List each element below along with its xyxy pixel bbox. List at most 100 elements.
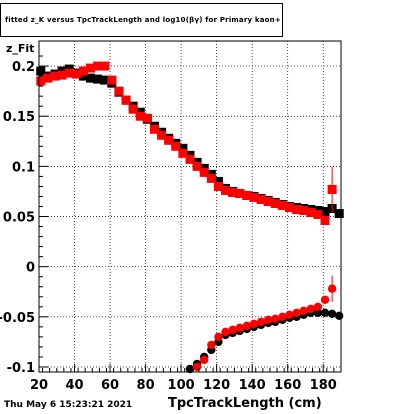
- data-point-square: [292, 205, 302, 215]
- data-point-square: [306, 208, 316, 218]
- data-point-circle: [285, 310, 294, 320]
- y-tick-label: -0.05: [0, 311, 35, 326]
- y-tick-label: -0.1: [7, 361, 35, 376]
- data-point-square: [78, 66, 88, 76]
- data-point-square: [313, 210, 323, 220]
- data-point-circle: [278, 312, 287, 322]
- data-point-square: [43, 73, 53, 83]
- y-axis-title: z_Fit: [6, 42, 35, 55]
- x-tick-label: 140: [239, 378, 266, 393]
- data-point-square: [142, 113, 152, 123]
- data-point-square: [320, 207, 330, 217]
- data-point-circle: [200, 355, 209, 365]
- data-point-square: [36, 76, 46, 86]
- x-tick-label: 160: [274, 378, 301, 393]
- data-point-circle: [327, 309, 337, 319]
- data-point-circle: [299, 306, 308, 316]
- chart-title: fitted z_K versus TpcTrackLength and log…: [5, 16, 281, 24]
- series-0: [36, 64, 344, 219]
- data-point-square: [299, 206, 309, 216]
- data-point-square: [86, 63, 96, 73]
- data-point-square: [263, 196, 273, 206]
- data-series: [36, 61, 344, 374]
- data-point-square: [57, 70, 67, 80]
- data-point-square: [334, 209, 344, 219]
- data-point-square: [221, 185, 231, 195]
- axis-ticks: 20 40 60 80 100 120 140 160 180 -0.1 -0.05 0 0.05 0.1…: [0, 55, 337, 393]
- data-point-square: [86, 73, 96, 83]
- data-point-square: [270, 198, 280, 208]
- data-point-square: [93, 74, 103, 84]
- data-point-square: [235, 188, 245, 198]
- data-point-square: [107, 75, 117, 85]
- data-point-square: [36, 66, 46, 76]
- data-point-circle: [256, 317, 266, 327]
- y-tick-label: 0: [26, 261, 35, 276]
- data-point-square: [100, 61, 110, 71]
- x-tick-label: 60: [101, 378, 119, 393]
- x-tick-label: 20: [30, 378, 48, 393]
- data-point-circle: [335, 311, 344, 321]
- data-point-square: [157, 130, 167, 140]
- data-point-square: [64, 68, 74, 78]
- data-point-square: [199, 167, 209, 177]
- series-3: [192, 275, 337, 372]
- data-point-square: [206, 173, 216, 183]
- y-tick-label: 0.15: [3, 110, 35, 125]
- data-point-square: [78, 71, 88, 81]
- data-point-square: [93, 61, 103, 71]
- data-point-circle: [235, 323, 244, 333]
- data-point-circle: [271, 314, 280, 324]
- data-point-square: [128, 104, 138, 114]
- data-point-square: [121, 95, 131, 105]
- y-tick-label: 0.2: [12, 60, 35, 75]
- data-point-circle: [263, 315, 273, 325]
- data-point-square: [320, 216, 330, 226]
- data-point-square: [192, 161, 202, 171]
- data-point-circle: [207, 340, 216, 350]
- data-point-square: [228, 187, 238, 197]
- data-point-circle: [320, 295, 330, 304]
- x-tick-label: 80: [137, 378, 155, 393]
- x-tick-label: 120: [203, 378, 230, 393]
- data-point-circle: [249, 319, 259, 329]
- data-point-circle: [192, 362, 202, 372]
- data-point-square: [249, 192, 259, 202]
- data-point-square: [164, 135, 174, 145]
- data-point-circle: [242, 321, 252, 331]
- data-point-circle: [313, 308, 323, 318]
- data-point-square: [114, 86, 124, 96]
- data-point-circle: [228, 325, 237, 335]
- data-point-square: [100, 75, 110, 85]
- data-point-square: [284, 203, 294, 213]
- x-tick-label: 180: [310, 378, 337, 393]
- data-point-square: [185, 154, 195, 164]
- data-point-circle: [306, 304, 315, 314]
- x-axis-title: TpcTrackLength (cm): [168, 396, 322, 411]
- data-point-square: [50, 71, 60, 81]
- data-point-circle: [221, 327, 230, 337]
- data-point-circle: [292, 308, 301, 318]
- data-point-circle: [327, 284, 337, 293]
- data-point-square: [327, 184, 337, 194]
- footer-timestamp: Thu May 6 15:23:21 2021: [4, 400, 133, 410]
- data-point-circle: [320, 308, 330, 318]
- y-tick-label: 0.05: [3, 211, 35, 226]
- data-point-square: [171, 141, 181, 151]
- series-1: [36, 61, 337, 226]
- data-point-square: [213, 181, 223, 191]
- x-tick-label: 100: [168, 378, 195, 393]
- x-tick-label: 40: [65, 378, 83, 393]
- data-point-square: [178, 148, 188, 158]
- chart-title-box: fitted z_K versus TpcTrackLength and log…: [0, 3, 283, 37]
- data-point-circle: [214, 332, 223, 342]
- data-point-square: [149, 124, 159, 134]
- data-point-square: [178, 143, 188, 153]
- data-point-square: [71, 69, 81, 79]
- data-point-square: [242, 190, 252, 200]
- data-point-square: [277, 200, 287, 210]
- data-point-circle: [313, 302, 323, 312]
- data-point-square: [213, 176, 223, 186]
- data-point-square: [256, 194, 266, 204]
